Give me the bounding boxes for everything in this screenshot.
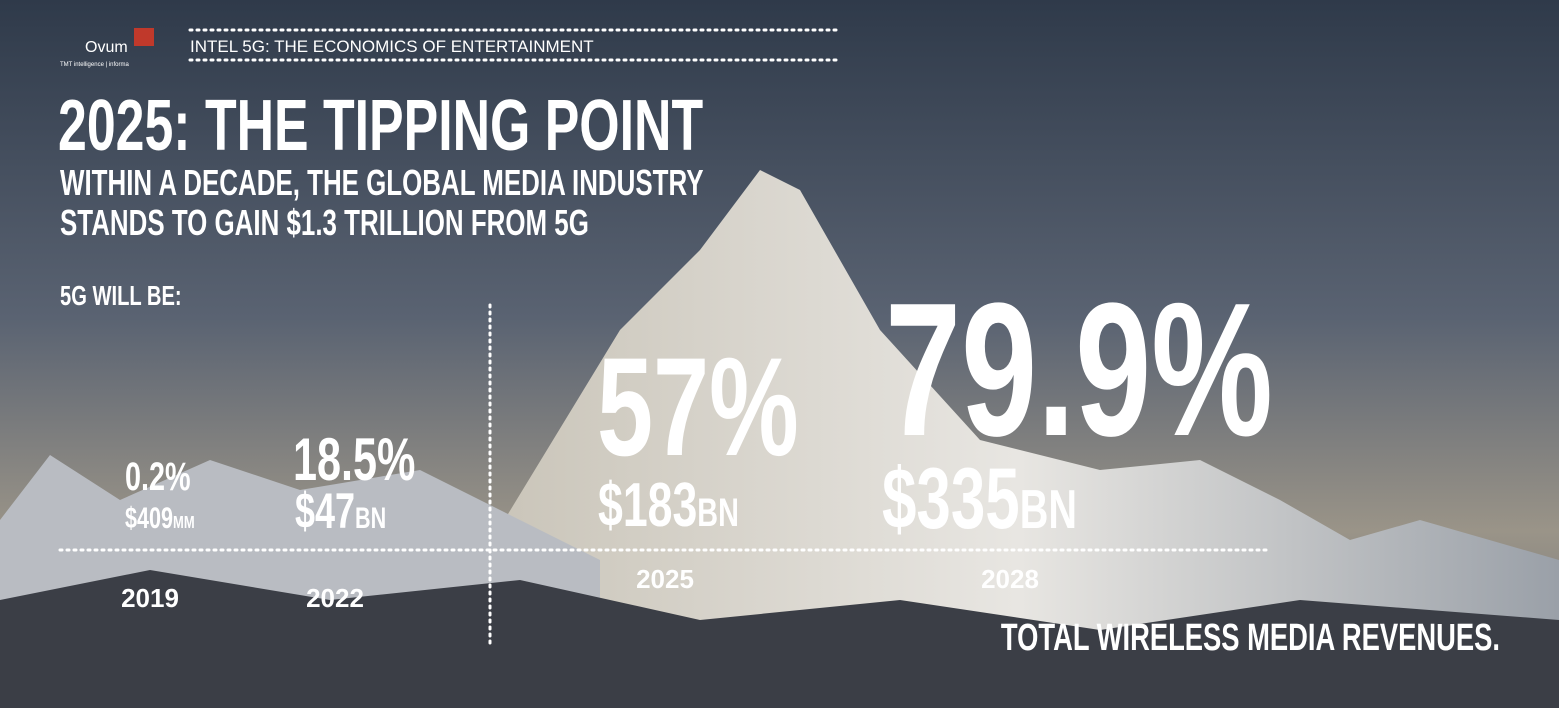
year: 2025 (636, 564, 694, 594)
title: 2025: THE TIPPING POINT (58, 86, 703, 166)
revenue-unit: BN (355, 500, 386, 534)
year: 2019 (121, 583, 179, 613)
subtitle-line: WITHIN A DECADE, THE GLOBAL MEDIA INDUST… (60, 163, 704, 203)
year: 2028 (981, 564, 1039, 594)
share: 57% (597, 329, 799, 485)
revenue: $335BN (882, 450, 1077, 546)
revenue: $47BN (295, 484, 386, 539)
year: 2022 (306, 583, 364, 613)
revenue: $183BN (598, 471, 739, 540)
share: 18.5% (293, 427, 415, 494)
foreground (0, 570, 1559, 708)
footer: TOTAL WIRELESS MEDIA REVENUES. (1001, 617, 1500, 659)
revenue-unit: BN (697, 490, 739, 535)
share: 79.9% (885, 264, 1273, 476)
revenue-amount: $47 (295, 484, 355, 539)
logo-text: Ovum (85, 39, 128, 56)
logo-tagline: TMT intelligence | informa (60, 62, 129, 68)
revenue-unit: MM (173, 513, 195, 533)
revenue-amount: $335 (882, 450, 1020, 546)
share: 0.2% (125, 454, 191, 499)
mountain (480, 170, 1559, 708)
revenue-amount: $409 (125, 500, 173, 534)
revenue-unit: BN (1020, 480, 1077, 541)
logo-icon (134, 28, 154, 46)
header-title: INTEL 5G: THE ECONOMICS OF ENTERTAINMENT (190, 37, 594, 56)
revenue: $409MM (125, 500, 195, 534)
subtitle-line: STANDS TO GAIN $1.3 TRILLION FROM 5G (60, 203, 589, 243)
revenue-amount: $183 (598, 471, 697, 540)
lead: 5G WILL BE: (60, 281, 182, 312)
logo: Ovum TMT intelligence | informa (60, 28, 154, 68)
